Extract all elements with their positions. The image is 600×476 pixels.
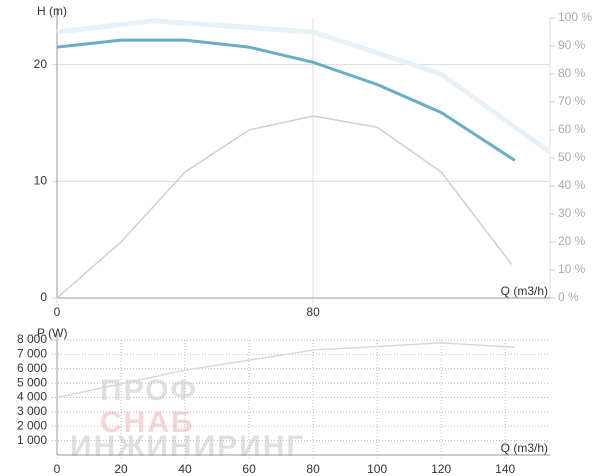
watermark-text: ПРОФ <box>100 374 198 407</box>
y2-tick-label: 100 % <box>558 10 592 24</box>
y2-tick-label: 20 % <box>558 234 586 248</box>
y-tick-label: 6 000 <box>17 361 47 375</box>
y-tick-label: 4 000 <box>17 390 47 404</box>
y-tick-label: 8 000 <box>17 332 47 346</box>
y-axis-label: P (W) <box>37 326 67 340</box>
y2-tick-label: 30 % <box>558 206 586 220</box>
x-tick-label: 60 <box>242 462 256 476</box>
y2-tick-label: 10 % <box>558 262 586 276</box>
x-axis-label: Q (m3/h) <box>501 284 548 298</box>
x-axis-label: Q (m3/h) <box>501 441 548 455</box>
x-tick-label: 80 <box>306 305 320 319</box>
y2-tick-label: 60 % <box>558 122 586 136</box>
watermark-text: ИНЖИНИРИНГ <box>70 430 305 463</box>
y-tick-label: 20 <box>34 57 48 71</box>
y2-tick-label: 80 % <box>558 66 586 80</box>
x-tick-label: 100 <box>367 462 387 476</box>
y-axis-label: H (m) <box>37 4 67 18</box>
y2-tick-label: 40 % <box>558 178 586 192</box>
y-tick-label: 10 <box>34 174 48 188</box>
series-line <box>56 38 516 162</box>
watermark: ПРОФ СНАБ ИНЖИНИРИНГ <box>70 374 305 463</box>
x-tick-label: 20 <box>114 462 128 476</box>
y2-tick-label: 50 % <box>558 150 586 164</box>
y2-tick-label: 90 % <box>558 38 586 52</box>
y-tick-label: 0 <box>40 290 47 304</box>
series-line <box>56 18 552 155</box>
series-line <box>56 342 515 399</box>
x-tick-label: 140 <box>495 462 515 476</box>
y2-tick-label: 70 % <box>558 94 586 108</box>
x-tick-label: 0 <box>54 305 61 319</box>
x-tick-label: 40 <box>178 462 192 476</box>
y-tick-label: 2 000 <box>17 418 47 432</box>
y2-tick-label: 0 % <box>558 290 579 304</box>
x-tick-label: 120 <box>431 462 451 476</box>
x-tick-label: 0 <box>54 462 61 476</box>
x-tick-label: 80 <box>306 462 320 476</box>
y-tick-label: 5 000 <box>17 375 47 389</box>
y-tick-label: 3 000 <box>17 404 47 418</box>
series-line <box>56 115 513 299</box>
y-tick-label: 7 000 <box>17 347 47 361</box>
y-tick-label: 1 000 <box>17 433 47 447</box>
